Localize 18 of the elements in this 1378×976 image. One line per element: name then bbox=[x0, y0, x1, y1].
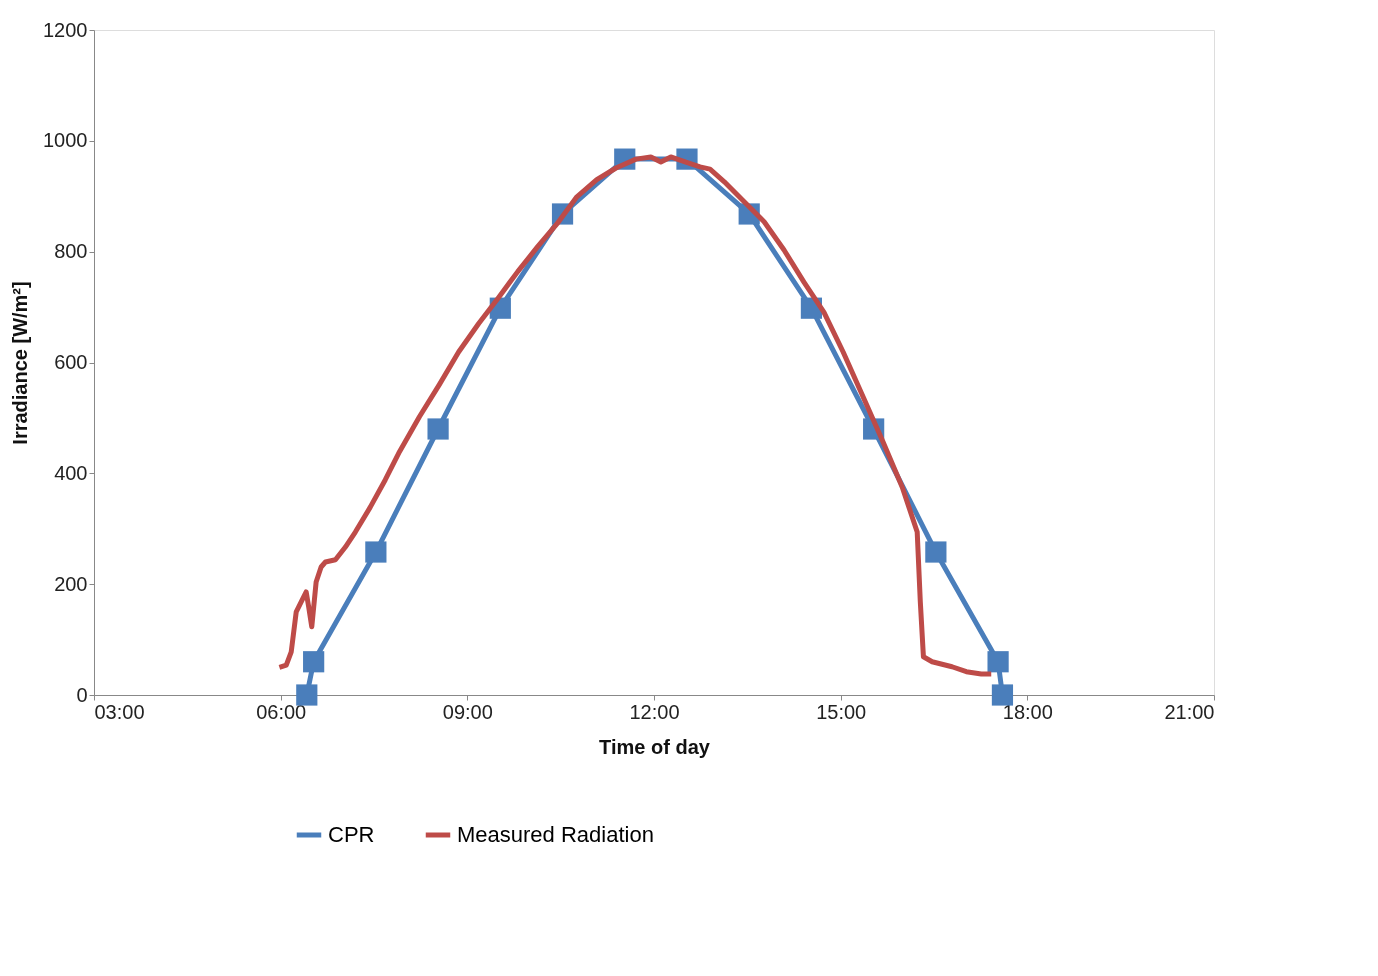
legend-label: CPR bbox=[328, 822, 375, 847]
x-tick-label: 03:00 bbox=[94, 700, 145, 723]
y-tick-label: 800 bbox=[54, 240, 88, 263]
x-tick-label: 12:00 bbox=[629, 700, 680, 723]
y-tick-label: 0 bbox=[76, 683, 88, 706]
x-tick-label: 21:00 bbox=[1164, 700, 1215, 723]
y-tick-label: 200 bbox=[54, 572, 88, 595]
x-tick-label: 09:00 bbox=[442, 700, 493, 723]
x-tick-label: 15:00 bbox=[816, 700, 867, 723]
x-tick-label: 06:00 bbox=[256, 700, 307, 723]
x-tick-label: 18:00 bbox=[1002, 700, 1053, 723]
y-tick-label: 400 bbox=[54, 461, 88, 484]
legend-label: Measured Radiation bbox=[457, 822, 654, 847]
y-tick-label: 600 bbox=[54, 351, 88, 373]
y-tick-label: 1200 bbox=[43, 18, 88, 41]
y-tick-label: 1000 bbox=[43, 129, 88, 152]
x-axis-title: Time of day bbox=[599, 735, 711, 758]
y-axis-title: Irradiance [W/m²] bbox=[9, 281, 32, 445]
